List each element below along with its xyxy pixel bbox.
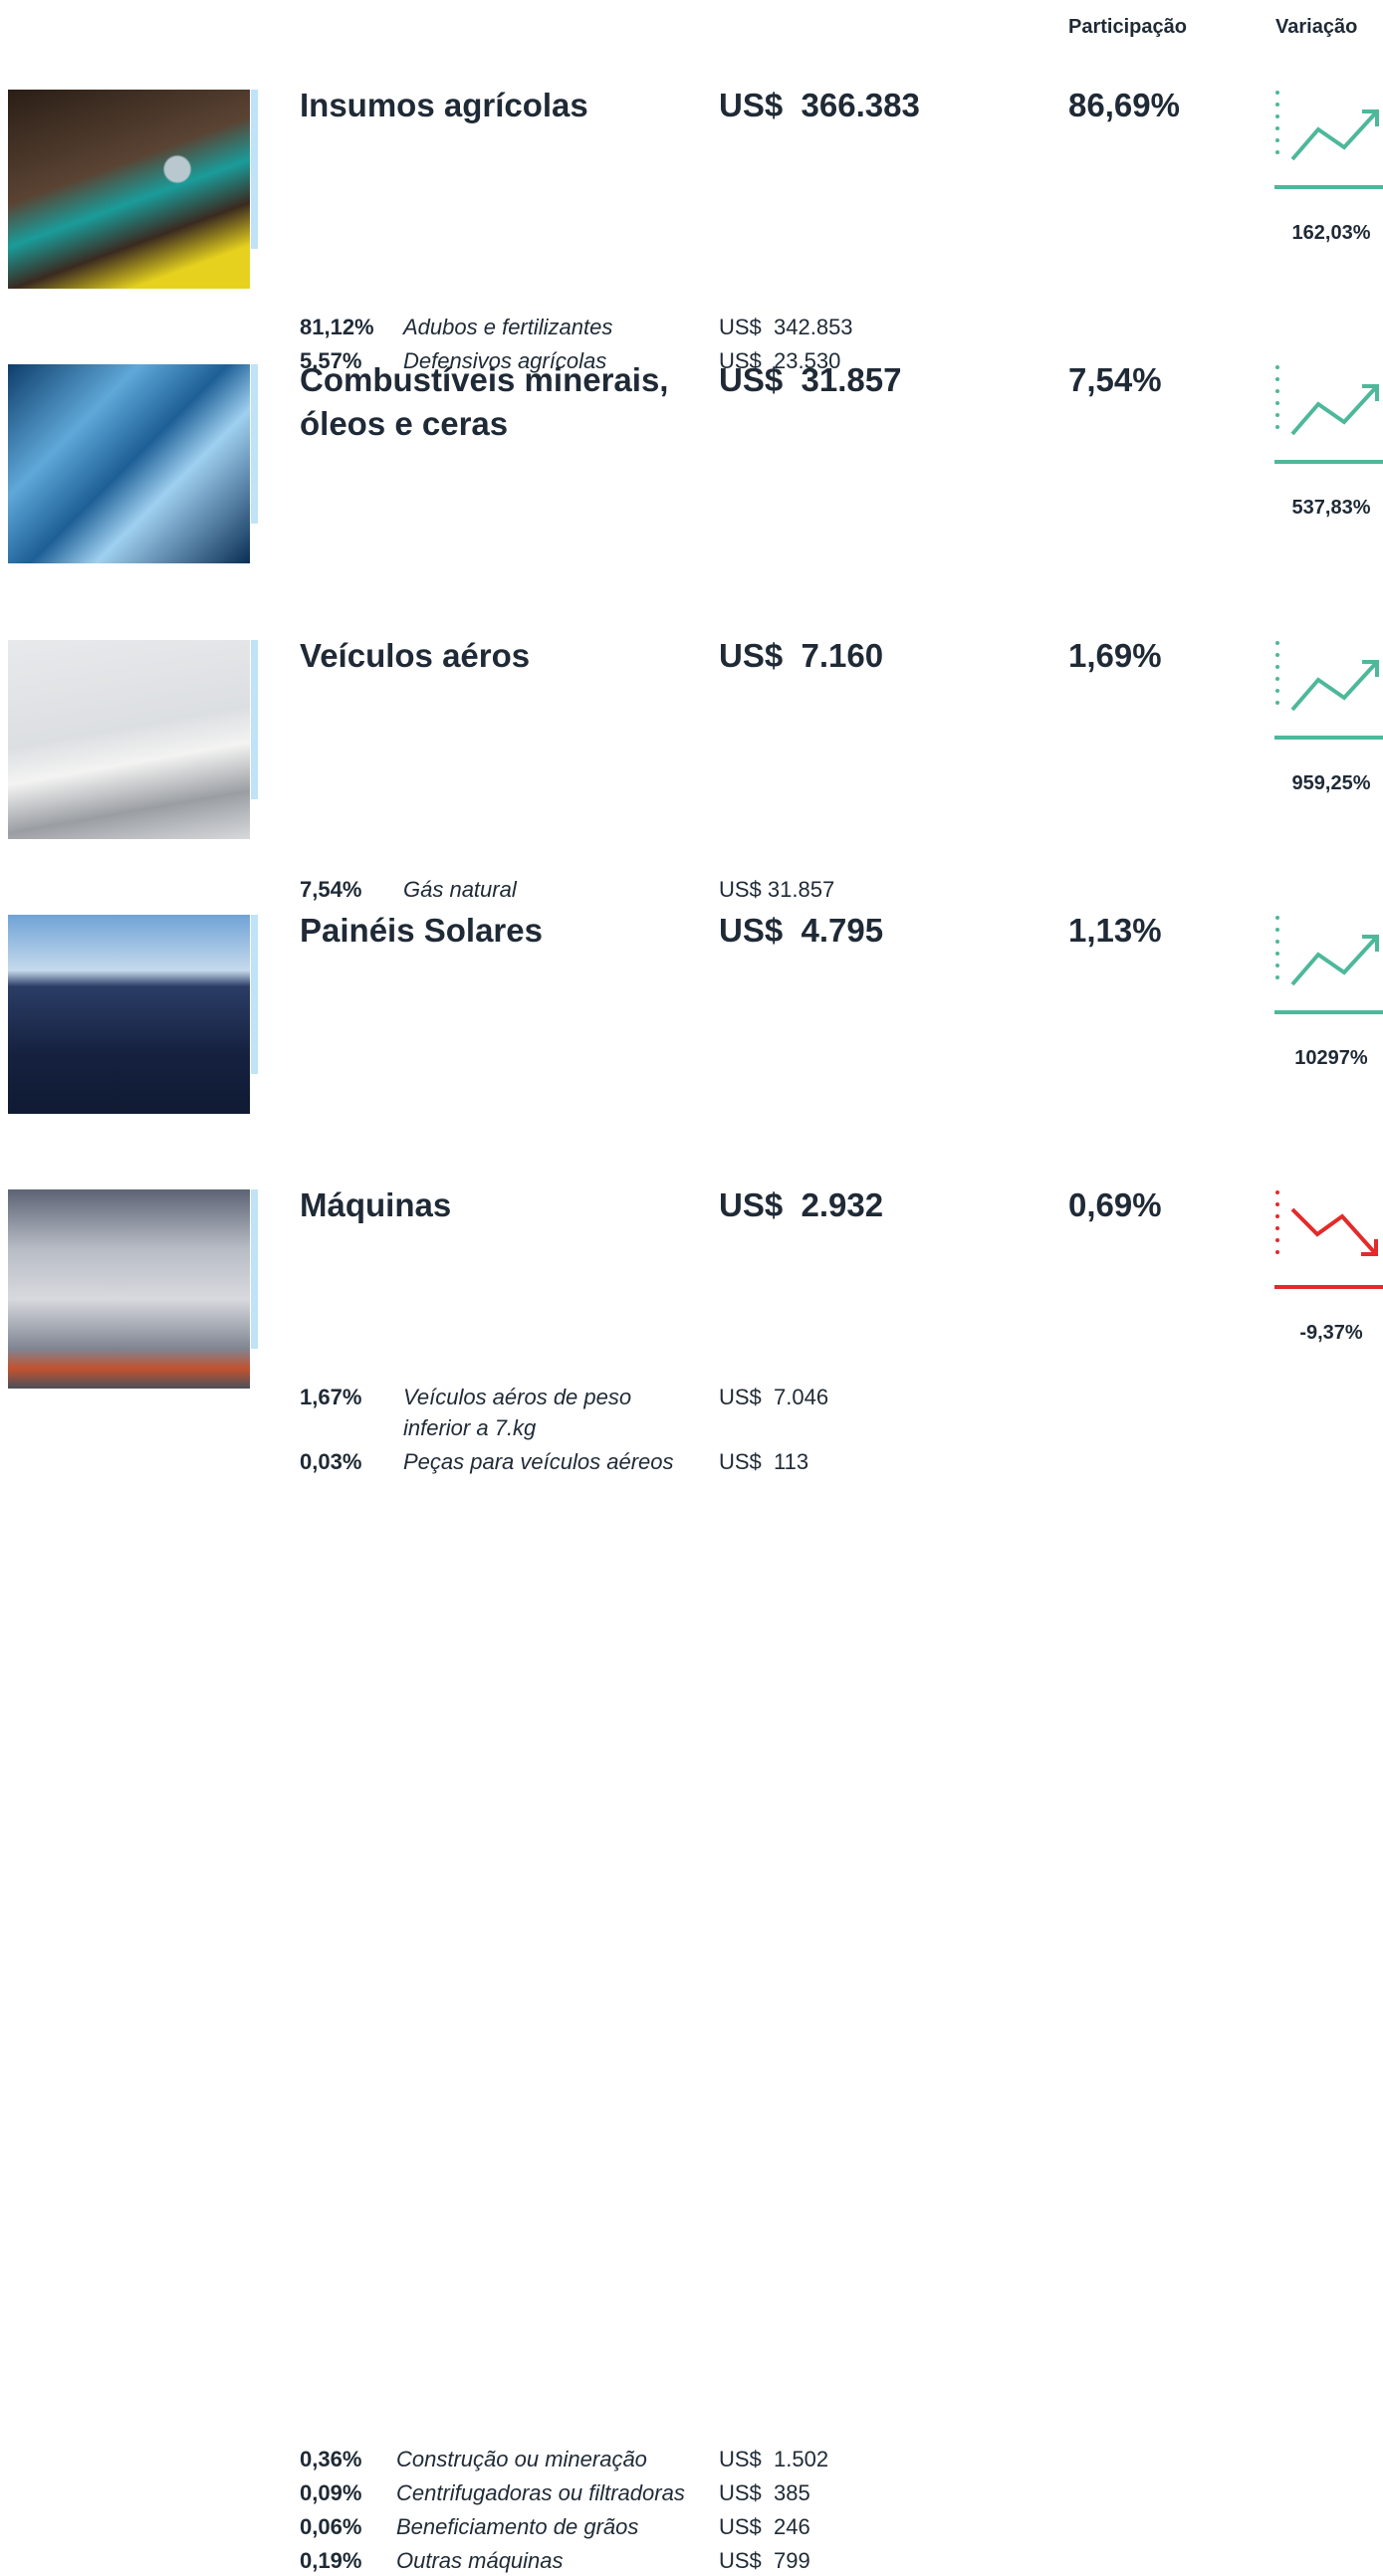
item-value: US$ 385 (719, 2480, 810, 2505)
item-share: 7,54% (300, 877, 362, 902)
trend-icon (1274, 916, 1383, 1014)
row-share: 7,54% (1068, 361, 1162, 398)
row-accent (251, 1189, 258, 1349)
row-title: Insumos agrícolas (300, 87, 588, 123)
item-label: Outras máquinas (396, 2548, 564, 2573)
item-value: US$ 113 (719, 1449, 809, 1474)
row-image (8, 915, 250, 1114)
item-value: US$ 342.853 (719, 315, 853, 339)
row-share: 1,69% (1068, 637, 1162, 674)
icon-stroke (1290, 384, 1379, 436)
row-variation: 162,03% (1291, 222, 1371, 244)
item-label: Peças para veículos aéreos (403, 1449, 674, 1474)
trend-icon (1274, 1190, 1383, 1289)
row-title: Veículos aéros (300, 637, 531, 674)
header-variation: Variação (1275, 16, 1358, 38)
item-label: Gás natural (403, 877, 517, 902)
row-accent (251, 640, 258, 799)
item-value: US$ 31.857 (719, 877, 835, 902)
item-share: 0,03% (300, 1449, 362, 1474)
item-share: 1,67% (300, 1385, 362, 1409)
item-label: Defensivos agrícolas (403, 348, 607, 373)
row-accent (251, 915, 258, 1074)
row-value: US$ 7.160 (719, 637, 884, 674)
item-share: 0,36% (300, 2447, 362, 2471)
item-value: US$ 246 (719, 2514, 810, 2539)
row-title: Painéis Solares (300, 912, 543, 949)
trend-icon (1274, 91, 1383, 189)
item-label: Construção ou mineração (396, 2447, 647, 2471)
icon-stroke (1362, 109, 1379, 126)
row-value: US$ 31.857 (719, 361, 902, 398)
icon-stroke (1290, 660, 1379, 712)
icon-stroke (1290, 109, 1379, 161)
row-image (8, 364, 250, 563)
icon-stroke (1361, 1239, 1378, 1256)
row-value: US$ 366.383 (719, 87, 920, 123)
header-share: Participação (1068, 16, 1187, 38)
row-title: Máquinas (300, 1186, 452, 1223)
page: Participação Variação (() => { const dat… (8, 16, 1383, 2573)
row-value: US$ 4.795 (719, 912, 884, 949)
row-share: 86,69% (1068, 87, 1180, 123)
row-image (8, 1189, 250, 1389)
row-value: US$ 2.932 (719, 1186, 884, 1223)
icon-stroke (1290, 1207, 1378, 1256)
row-accent (251, 90, 258, 249)
item-value: US$ 23.530 (719, 348, 841, 373)
item-value: US$ 1.502 (719, 2447, 829, 2471)
item-label: Adubos e fertilizantes (403, 315, 613, 339)
item-share: 0,19% (300, 2548, 362, 2573)
item-label: Centrifugadoras ou filtradoras (396, 2480, 685, 2505)
row-variation: 537,83% (1291, 497, 1371, 519)
row-variation: -9,37% (1299, 1322, 1363, 1344)
row-variation: 10297% (1294, 1047, 1368, 1069)
item-share: 5,57% (300, 348, 362, 373)
icon-stroke (1362, 384, 1379, 401)
item-label: Veículos aéros de peso inferior a 7.kg (403, 1385, 632, 1440)
icon-stroke (1362, 660, 1379, 677)
trend-icon (1274, 641, 1383, 740)
item-value: US$ 799 (719, 2548, 810, 2573)
item-share: 81,12% (300, 315, 374, 339)
icon-stroke (1290, 935, 1379, 986)
row-share: 1,13% (1068, 912, 1162, 949)
row-share: 0,69% (1068, 1186, 1162, 1223)
row-title: Combustíveis minerais, óleos e ceras (300, 361, 669, 442)
row-image (8, 90, 250, 289)
item-share: 0,06% (300, 2514, 362, 2539)
item-value: US$ 7.046 (719, 1385, 829, 1409)
row-image (8, 640, 250, 839)
trend-icon (1274, 365, 1383, 464)
icon-stroke (1362, 935, 1379, 952)
item-label: Beneficiamento de grãos (396, 2514, 639, 2539)
row-variation: 959,25% (1291, 772, 1371, 794)
item-share: 0,09% (300, 2480, 362, 2505)
row-accent (251, 364, 258, 524)
